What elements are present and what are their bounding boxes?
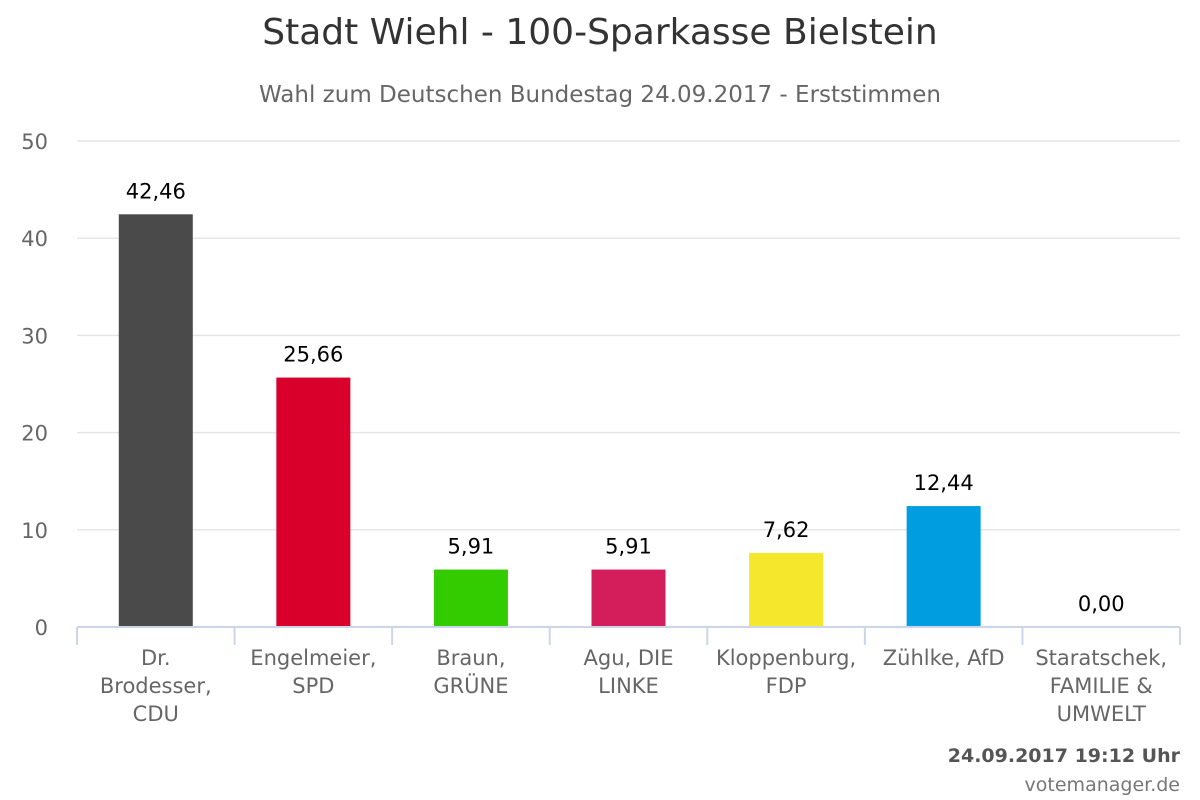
bar[interactable] (118, 214, 193, 627)
chart-title: Stadt Wiehl - 100-Sparkasse Bielstein (262, 12, 938, 53)
x-tick-label: Zühlke, AfD (883, 646, 1005, 670)
timestamp: 24.09.2017 19:12 Uhr (947, 745, 1180, 767)
chart-subtitle: Wahl zum Deutschen Bundestag 24.09.2017 … (259, 82, 941, 108)
data-label: 25,66 (283, 343, 343, 367)
y-tick-label: 0 (35, 616, 48, 640)
data-label: 5,91 (448, 535, 495, 559)
x-tick-label: Braun, GRÜNE (433, 646, 508, 698)
x-tick-label: Dr. Brodesser, CDU (100, 646, 212, 726)
data-labels: 42,46 25,66 5,91 5,91 7,62 12,44 0,00 (126, 179, 1125, 616)
x-tick-label: Kloppenburg, FDP (716, 646, 856, 698)
data-label: 0,00 (1078, 592, 1125, 616)
bar[interactable] (433, 569, 508, 627)
y-tick-label: 30 (21, 324, 48, 348)
data-label: 5,91 (605, 535, 652, 559)
bars (118, 214, 981, 627)
x-tick-label: Staratschek, FAMILIE & UMWELT (1035, 646, 1167, 726)
credit-link[interactable]: votemanager.de (1024, 774, 1180, 796)
y-tick-label: 40 (21, 227, 48, 251)
bar[interactable] (906, 506, 981, 627)
bar[interactable] (749, 552, 824, 627)
y-tick-label: 50 (21, 130, 48, 154)
data-label: 42,46 (126, 179, 186, 203)
x-tick-label: Engelmeier, SPD (250, 646, 376, 698)
y-axis: 0 10 20 30 40 50 (21, 130, 48, 640)
y-tick-label: 10 (21, 519, 48, 543)
x-tick-label: Agu, DIE LINKE (584, 646, 674, 698)
data-label: 12,44 (914, 471, 974, 495)
bar[interactable] (276, 377, 351, 627)
data-label: 7,62 (763, 518, 810, 542)
x-axis: Dr. Brodesser, CDU Engelmeier, SPD Braun, GRÜN… (76, 626, 1181, 726)
grid (77, 140, 1180, 531)
bar[interactable] (591, 569, 666, 627)
y-tick-label: 20 (21, 422, 48, 446)
